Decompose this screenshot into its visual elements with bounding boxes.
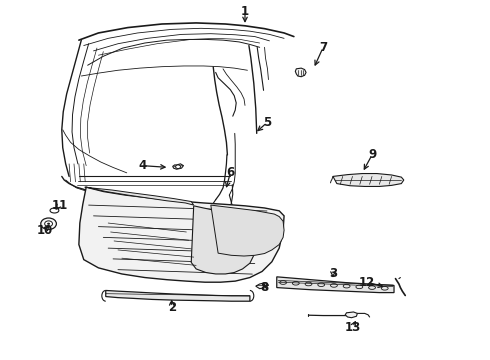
Text: 7: 7 bbox=[319, 41, 327, 54]
Text: 10: 10 bbox=[37, 224, 53, 237]
Polygon shape bbox=[345, 312, 357, 318]
Circle shape bbox=[45, 221, 52, 226]
Text: 2: 2 bbox=[168, 301, 176, 314]
Text: 12: 12 bbox=[359, 276, 375, 289]
Text: 8: 8 bbox=[260, 281, 269, 294]
Text: 9: 9 bbox=[368, 148, 376, 161]
Text: 4: 4 bbox=[138, 159, 147, 172]
Circle shape bbox=[175, 165, 180, 168]
Polygon shape bbox=[256, 283, 269, 289]
Polygon shape bbox=[106, 291, 250, 301]
Text: 6: 6 bbox=[226, 166, 235, 179]
Text: 3: 3 bbox=[329, 267, 337, 280]
Polygon shape bbox=[85, 187, 194, 205]
Polygon shape bbox=[79, 187, 284, 282]
Text: 5: 5 bbox=[263, 116, 271, 129]
Circle shape bbox=[47, 223, 50, 225]
Polygon shape bbox=[277, 277, 394, 293]
Polygon shape bbox=[333, 174, 404, 186]
Text: 13: 13 bbox=[344, 320, 361, 333]
Polygon shape bbox=[191, 206, 255, 274]
Text: 11: 11 bbox=[51, 199, 68, 212]
Circle shape bbox=[41, 218, 56, 229]
Text: 1: 1 bbox=[241, 5, 249, 18]
Polygon shape bbox=[211, 205, 284, 256]
Polygon shape bbox=[295, 68, 306, 77]
Polygon shape bbox=[172, 164, 183, 169]
